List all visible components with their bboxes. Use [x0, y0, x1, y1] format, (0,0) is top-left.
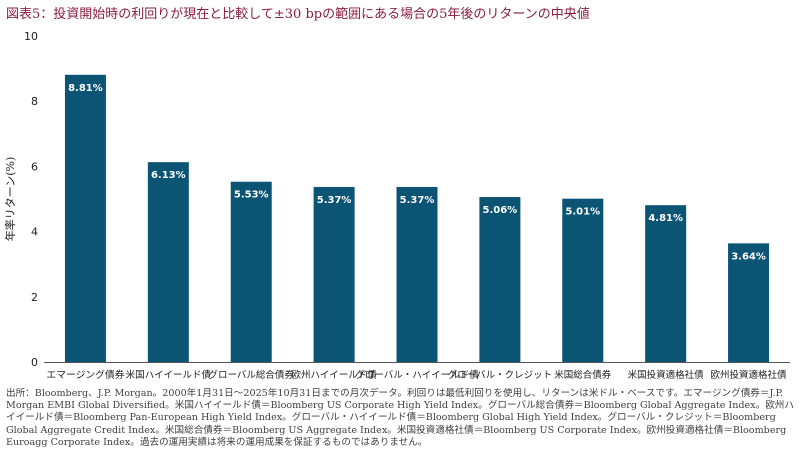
bar-2 [147, 162, 189, 362]
x-tick-label: エマージング債券 [46, 369, 125, 381]
y-axis-label: 年率リターン(%) [3, 157, 17, 242]
data-label: 5.37% [400, 195, 435, 206]
data-label: 6.13% [151, 170, 186, 181]
bar-8 [645, 205, 687, 362]
bars: 8.81% 6.13% 5.53% 5.37% 5.37% 5.06% 5.01% 4.81%… [64, 74, 770, 362]
y-axis: 0 2 4 6 8 10 年率リターン(%) [3, 30, 38, 369]
y-tick-label: 6 [31, 160, 38, 173]
x-tick-label: グローバル総合債券 [209, 369, 295, 381]
x-tick-label: 米国投資適格社債 [628, 369, 705, 381]
y-tick-label: 4 [31, 226, 38, 239]
data-label: 3.64% [731, 251, 766, 262]
y-tick-label: 8 [31, 95, 38, 108]
x-tick-label: グローバル・クレジット [448, 369, 552, 381]
x-tick-label: 米国ハイイールド債 [126, 369, 212, 381]
bar-7 [562, 198, 604, 362]
data-label: 4.81% [648, 213, 683, 224]
bar-4 [313, 186, 355, 362]
x-axis: エマージング債券 米国ハイイールド債グローバル総合債券欧州ハイイールド債グローバル… [44, 362, 790, 381]
bar-5 [396, 186, 438, 362]
data-label: 5.01% [565, 207, 600, 218]
x-tick-label: グローバル・ハイイールド債 [355, 369, 479, 381]
footnote: 出所：Bloomberg、J.P. Morgan。2000年1月31日～2025… [6, 388, 794, 448]
bar-1 [64, 74, 106, 362]
bar-3 [230, 181, 272, 362]
x-tick-label: 欧州ハイイールド債 [291, 369, 377, 381]
y-tick-label: 2 [31, 291, 38, 304]
data-label: 5.37% [317, 195, 352, 206]
bar-chart: 0 2 4 6 8 10 年率リターン(%) 8.81% 6.13% 5.53% 5.37% 5.3… [3, 30, 790, 381]
y-tick-label: 0 [31, 356, 38, 369]
bar-6 [479, 197, 521, 362]
data-label: 8.81% [68, 83, 103, 94]
y-tick-label: 10 [24, 30, 38, 43]
x-tick-label: 欧州投資適格社債 [711, 369, 788, 381]
chart-title: 図表5：投資開始時の利回りが現在と比較して±30 bpの範囲にある場合の5年後の… [6, 7, 590, 22]
x-tick-label: 米国総合債券 [554, 369, 612, 381]
data-label: 5.06% [483, 205, 518, 216]
bar-9 [728, 243, 770, 362]
data-label: 5.53% [234, 190, 269, 201]
